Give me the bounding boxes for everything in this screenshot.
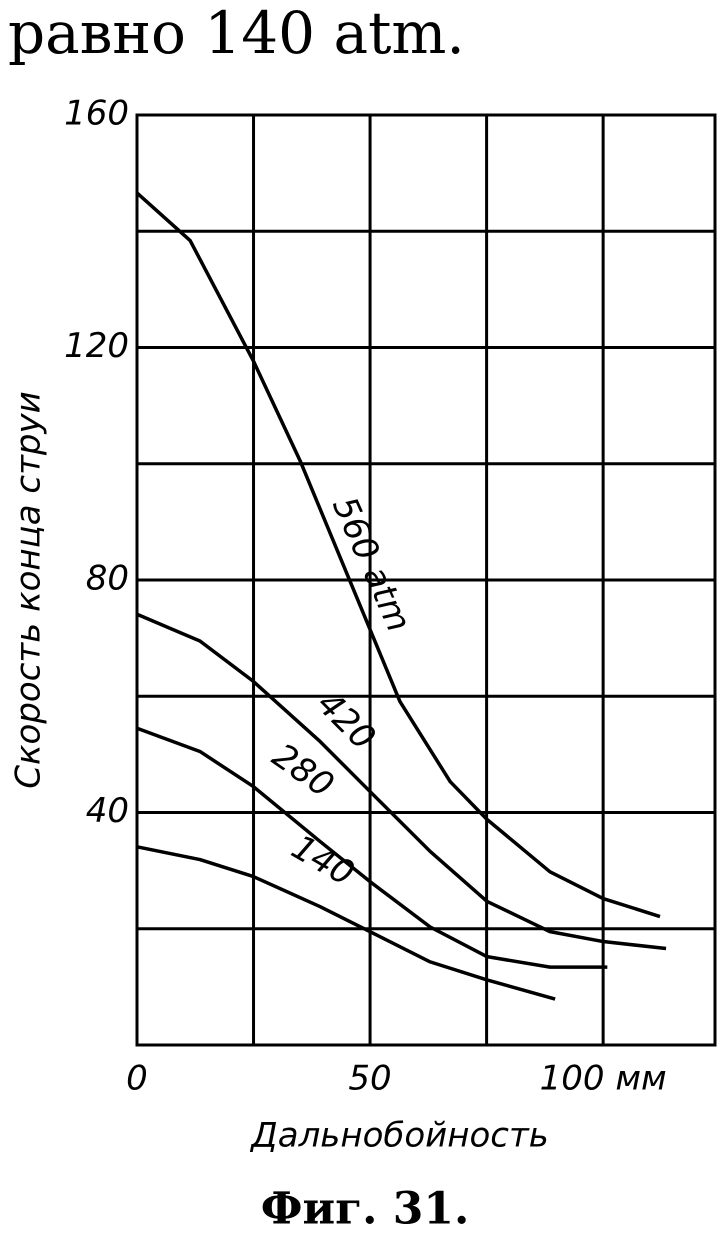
- y-tick-label: 160: [64, 94, 129, 134]
- line-series: [135, 191, 661, 919]
- caption: Фиг. 31.: [261, 1184, 470, 1235]
- y-tick-label: 120: [64, 326, 129, 366]
- x-axis-label: Дальнобойность: [249, 1116, 549, 1156]
- series-label: 140: [285, 827, 361, 894]
- line-series: [136, 845, 556, 1001]
- x-tick-label: 0: [126, 1059, 148, 1099]
- series-label: 280: [265, 736, 341, 806]
- line-series: [136, 726, 608, 969]
- text-above: равно 140 atm.: [8, 0, 465, 67]
- y-axis-label: Скорость конца струи: [9, 391, 49, 788]
- y-tick-label: 80: [86, 559, 129, 599]
- x-tick-label: 50: [348, 1059, 391, 1099]
- y-tick-label: 40: [86, 791, 129, 831]
- x-tick-label: 100 мм: [540, 1059, 667, 1099]
- line-series: [136, 612, 667, 951]
